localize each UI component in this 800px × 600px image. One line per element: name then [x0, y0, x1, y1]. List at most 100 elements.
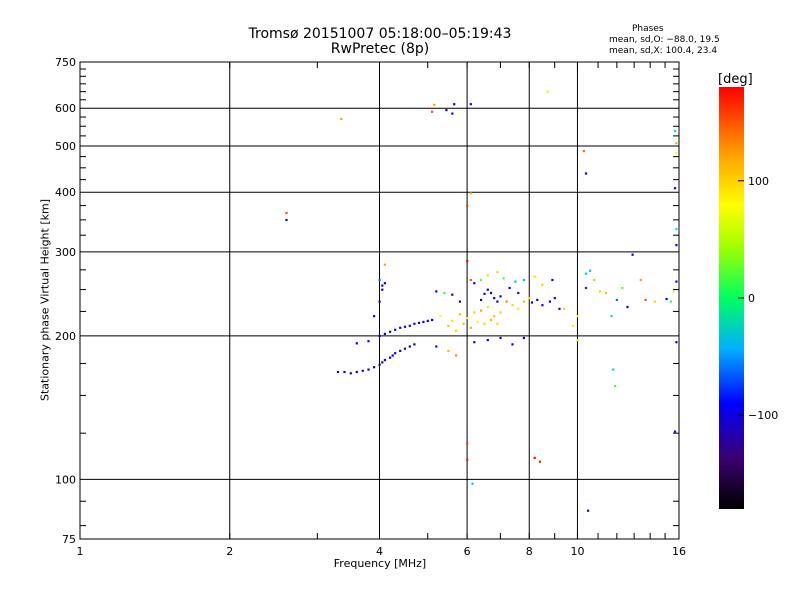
data-point [511, 304, 514, 307]
data-point [584, 172, 588, 175]
data-point [499, 295, 502, 298]
data-point [675, 228, 678, 231]
data-point [533, 456, 536, 459]
data-point [455, 329, 458, 332]
data-point [626, 305, 629, 309]
data-point [408, 324, 411, 327]
data-point [639, 278, 642, 282]
y-tick-label: 300 [55, 246, 76, 259]
data-point [367, 340, 370, 343]
colorbar-ticks: 100 0 −100 [738, 175, 778, 422]
data-point [593, 278, 596, 282]
x-tick-label: 4 [376, 545, 383, 558]
data-point [604, 291, 607, 295]
data-point [435, 290, 438, 293]
data-point [426, 319, 429, 322]
data-point [669, 300, 672, 303]
data-point [413, 343, 416, 346]
y-tick-label: 600 [55, 102, 76, 115]
data-point [572, 324, 575, 327]
data-point [528, 297, 531, 300]
data-point [378, 363, 381, 366]
data-point [349, 372, 352, 375]
data-point [522, 300, 525, 303]
data-point [435, 345, 438, 348]
data-point [451, 319, 454, 322]
data-point [584, 272, 588, 275]
data-point [373, 366, 376, 369]
data-point [447, 349, 450, 352]
data-point [517, 291, 520, 295]
data-point [505, 300, 508, 303]
data-point [473, 282, 476, 285]
data-point [466, 458, 469, 461]
y-tick-label: 200 [55, 330, 76, 343]
data-point [431, 110, 434, 113]
data-point [615, 298, 618, 301]
data-point [530, 301, 534, 304]
data-point [378, 300, 381, 303]
data-point [383, 359, 386, 362]
data-point [665, 297, 668, 301]
colorbar-tick-label: 100 [748, 175, 769, 188]
data-point [451, 112, 454, 115]
data-point [546, 90, 549, 93]
chart-title: Tromsø 20151007 05:18:00–05:19:43 [248, 26, 512, 42]
data-point [548, 300, 551, 303]
data-point [563, 307, 566, 310]
data-point [675, 341, 678, 344]
data-point [451, 293, 454, 296]
data-point [383, 332, 386, 335]
data-point [489, 291, 493, 295]
phase-stats-x: mean, sd,X: 100.4, 23.4 [609, 46, 718, 56]
data-point [403, 347, 407, 350]
x-tick-label: 10 [570, 545, 584, 558]
data-point [466, 260, 469, 263]
data-point [584, 286, 588, 290]
data-point [489, 318, 493, 322]
data-point [383, 282, 386, 285]
y-tick-label: 500 [55, 140, 76, 153]
colorbar-label: [deg] [718, 72, 753, 87]
data-point [355, 370, 358, 374]
data-point [469, 278, 472, 282]
x-tick-label: 1 [77, 545, 84, 558]
data-point [486, 288, 489, 291]
data-point [462, 322, 465, 325]
data-point [653, 300, 656, 303]
data-point [610, 315, 613, 318]
data-point [672, 290, 675, 293]
data-point [433, 103, 436, 106]
data-point [453, 103, 456, 106]
data-point [587, 509, 590, 512]
data-point [447, 324, 450, 327]
data-point [389, 330, 392, 333]
data-point [469, 192, 472, 195]
data-point [480, 309, 483, 312]
data-point [443, 291, 446, 295]
data-point [445, 109, 448, 112]
data-point [538, 460, 541, 463]
data-point [499, 311, 502, 314]
data-point [343, 370, 346, 374]
data-point [493, 315, 496, 318]
data-point [496, 271, 499, 274]
data-point [389, 356, 392, 359]
data-point [644, 298, 647, 301]
data-point [466, 204, 469, 207]
data-point [473, 341, 476, 344]
y-tick-label: 75 [62, 533, 76, 546]
data-point [517, 307, 520, 310]
x-tick-label: 6 [464, 545, 471, 558]
data-point [514, 280, 517, 283]
data-point [383, 263, 386, 266]
data-point [496, 300, 499, 303]
data-point [367, 368, 370, 371]
data-point [422, 320, 425, 323]
chart-subtitle: RwPretec (8p) [330, 41, 430, 57]
data-point [541, 304, 544, 307]
data-point [473, 311, 476, 314]
data-point [466, 317, 469, 320]
data-point [480, 278, 483, 282]
